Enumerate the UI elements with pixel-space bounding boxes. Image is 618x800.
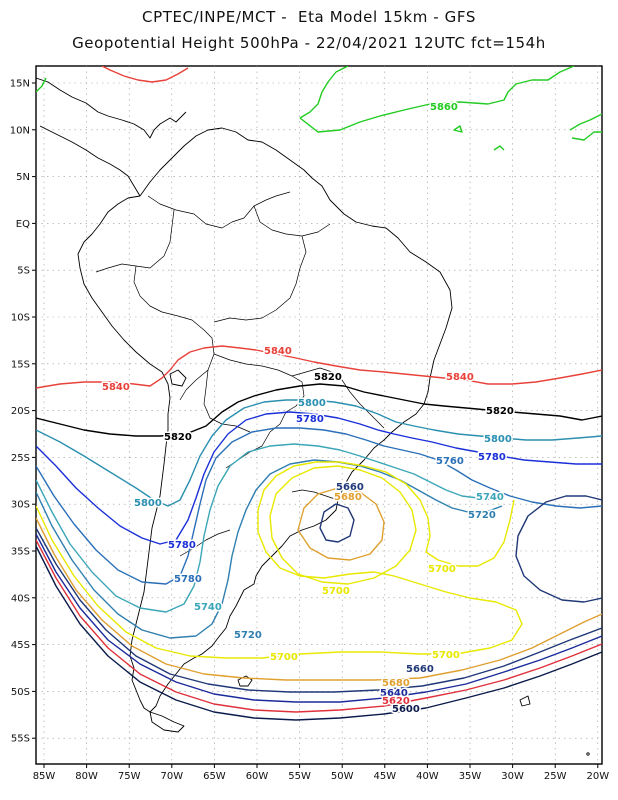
contour-label-5800: 5800 <box>484 434 512 445</box>
contour-label-5740: 5740 <box>476 492 504 503</box>
lat-tick-label: 35S <box>11 547 30 558</box>
lat-lon-grid <box>36 66 602 764</box>
lat-tick-label: 30S <box>11 500 30 511</box>
lon-tick-label: 80W <box>75 771 98 782</box>
south-georgia <box>519 695 531 707</box>
contour-5800 <box>36 399 602 507</box>
contour-label-5680: 5680 <box>334 492 362 503</box>
lon-tick-label: 55W <box>288 771 311 782</box>
contour-label-5840: 5840 <box>102 382 130 393</box>
contour-label-5720: 5720 <box>468 510 496 521</box>
contour-label-5700: 5700 <box>270 652 298 663</box>
lon-tick-label: 65W <box>203 771 226 782</box>
contour-label-5780: 5780 <box>168 540 196 551</box>
lat-tick-label: 15N <box>10 79 30 90</box>
contour-label-5700: 5700 <box>322 586 350 597</box>
contour-label-5680: 5680 <box>382 678 410 689</box>
lon-tick-label: 70W <box>160 771 183 782</box>
lat-tick-label: 25S <box>11 453 30 464</box>
country-borders <box>95 191 385 557</box>
lon-tick-label: 30W <box>501 771 524 782</box>
contour-label-5860: 5860 <box>430 102 458 113</box>
contour-5740 <box>36 443 495 613</box>
contour-label-5820: 5820 <box>164 432 192 443</box>
south-america-coast <box>77 127 453 713</box>
latitude-axis: 15N 10N 5N EQ 5S 10S 15S 20S 25S 30S 35S 40S 45S 50S 5… <box>10 79 36 745</box>
falkland-islands <box>237 675 253 687</box>
lon-tick-label: 75W <box>118 771 141 782</box>
contour-5680-ring <box>297 487 385 561</box>
lat-tick-label: 55S <box>11 734 30 745</box>
contour-label-5820: 5820 <box>314 372 342 383</box>
contour-label-5740: 5740 <box>194 602 222 613</box>
contour-5700 <box>36 461 523 659</box>
contour-label-5700: 5700 <box>428 564 456 575</box>
contour-label-5840: 5840 <box>264 346 292 357</box>
lat-tick-label: 50S <box>11 687 30 698</box>
tierra-del-fuego <box>149 711 185 733</box>
contour-label-5620: 5620 <box>382 696 410 707</box>
contour-5660-east-loop <box>515 495 602 603</box>
title-line-2: Geopotential Height 500hPa - 22/04/2021 … <box>72 34 546 52</box>
central-america-coast <box>36 77 187 139</box>
contour-5840-north <box>101 66 189 83</box>
lat-tick-label: 5S <box>17 266 30 277</box>
lon-tick-label: 85W <box>33 771 56 782</box>
lat-tick-label: 5N <box>16 172 30 183</box>
contour-5620 <box>36 539 602 713</box>
lake-titicaca <box>169 369 187 387</box>
contour-label-5760: 5760 <box>436 456 464 467</box>
contour-label-5780: 5780 <box>174 574 202 585</box>
contour-label-5640: 5640 <box>380 688 408 699</box>
lat-tick-label: EQ <box>16 219 30 230</box>
lat-tick-label: 45S <box>11 640 30 651</box>
longitude-axis: 85W 80W 75W 70W 65W 60W 55W 50W 45W 40W 35W 30W 25W 2… <box>33 764 609 782</box>
contour-label-5820: 5820 <box>486 406 514 417</box>
contour-5640 <box>36 533 602 703</box>
lon-tick-label: 20W <box>586 771 609 782</box>
contour-label-5800: 5800 <box>134 498 162 509</box>
sandwich-islands <box>586 752 590 756</box>
lon-tick-label: 45W <box>373 771 396 782</box>
contour-label-5780: 5780 <box>478 452 506 463</box>
contour-5780 <box>36 411 602 545</box>
contour-label-5720: 5720 <box>234 630 262 641</box>
lon-tick-label: 35W <box>459 771 482 782</box>
contour-labels: 5860 5840 5840 5840 5820 5820 5820 5800 … <box>101 101 516 717</box>
contour-5720 <box>36 459 503 639</box>
lon-tick-label: 60W <box>246 771 269 782</box>
lon-tick-label: 50W <box>331 771 354 782</box>
contour-label-5800: 5800 <box>298 398 326 409</box>
contour-5660-ring <box>319 503 355 543</box>
contour-label-5840: 5840 <box>446 372 474 383</box>
contour-5860 <box>36 66 602 151</box>
lat-tick-label: 10N <box>10 125 30 136</box>
contour-label-5780: 5780 <box>296 414 324 425</box>
lat-tick-label: 15S <box>11 359 30 370</box>
contour-5700-ring <box>269 465 417 585</box>
lat-tick-label: 40S <box>11 593 30 604</box>
contour-5820 <box>36 383 602 437</box>
title-line-1: CPTEC/INPE/MCT - Eta Model 15km - GFS <box>142 8 476 26</box>
contour-5660 <box>36 527 602 693</box>
contour-5760 <box>36 427 602 585</box>
contour-label-5600: 5600 <box>392 704 420 715</box>
lon-tick-label: 40W <box>416 771 439 782</box>
contour-label-5700: 5700 <box>432 650 460 661</box>
contour-label-5660: 5660 <box>336 482 364 493</box>
central-america-pacific-coast <box>39 125 141 197</box>
contour-5840 <box>36 345 602 389</box>
coastlines-and-borders <box>36 77 590 756</box>
contour-5680 <box>36 517 602 681</box>
contour-5600 <box>36 545 602 721</box>
lon-tick-label: 25W <box>544 771 567 782</box>
map-title: CPTEC/INPE/MCT - Eta Model 15km - GFS Ge… <box>0 4 618 56</box>
height-contours <box>36 66 602 721</box>
lat-tick-label: 20S <box>11 406 30 417</box>
contour-label-5660: 5660 <box>406 664 434 675</box>
lat-tick-label: 10S <box>11 313 30 324</box>
